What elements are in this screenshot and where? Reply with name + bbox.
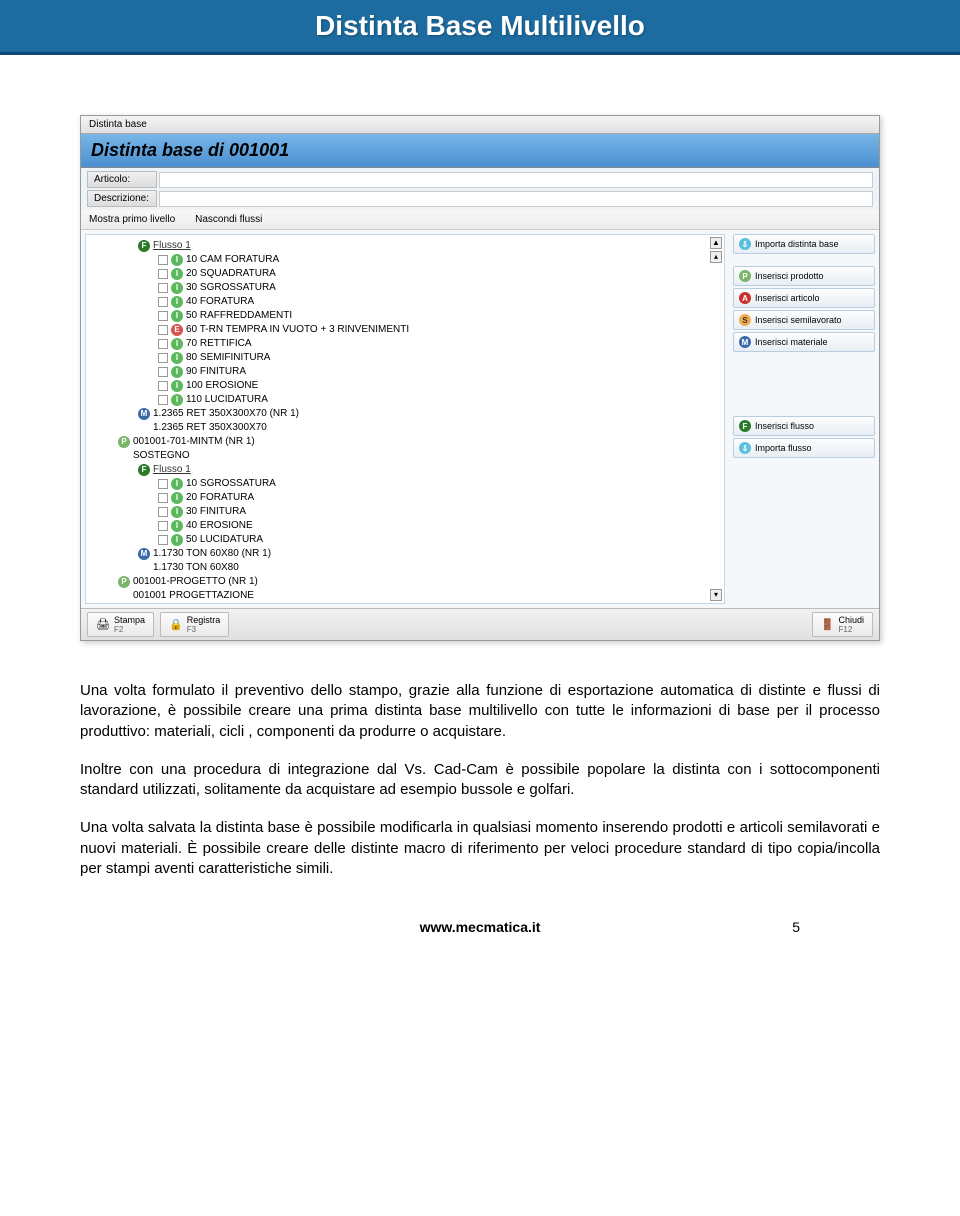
footer-url: www.mecmatica.it	[420, 919, 541, 935]
window-tab[interactable]: Distinta base	[81, 116, 879, 134]
toolbar: Mostra primo livello Nascondi flussi	[81, 210, 879, 230]
window-footer: 🖨StampaF2 🔒RegistraF3 🚪ChiudiF12	[81, 608, 879, 640]
tree-node[interactable]: M1.2365 RET 350X300X70 (NR 1)	[88, 407, 722, 421]
product-icon: P	[739, 270, 751, 282]
close-icon: 🚪	[821, 618, 835, 631]
inserisci-flusso-button[interactable]: FInserisci flusso	[733, 416, 875, 436]
import-icon: ⇩	[739, 238, 751, 250]
tree-node[interactable]: 1.2365 RET 350X300X70	[88, 421, 722, 435]
registra-button[interactable]: 🔒RegistraF3	[160, 612, 229, 637]
articolo-input[interactable]	[159, 172, 873, 188]
tree-node[interactable]: I110 LUCIDATURA	[88, 393, 722, 407]
paragraph-3: Una volta salvata la distinta base è pos…	[80, 818, 880, 879]
tree-node[interactable]: I50 RAFFREDDAMENTI	[88, 309, 722, 323]
paragraph-2: Inoltre con una procedura di integrazion…	[80, 760, 880, 801]
tree-node[interactable]: 1.1730 TON 60X80	[88, 561, 722, 575]
article-icon: A	[739, 292, 751, 304]
importa-flusso-button[interactable]: ⇩Importa flusso	[733, 438, 875, 458]
tree-node-flusso[interactable]: FFlusso 1	[88, 603, 722, 604]
tree-view[interactable]: ▲ ▴ ▾ FFlusso 1 I10 CAM FORATURA I20 SQU…	[85, 234, 725, 604]
flusso-icon: F	[739, 420, 751, 432]
tree-node[interactable]: I50 LUCIDATURA	[88, 533, 722, 547]
tree-node[interactable]: I10 SGROSSATURA	[88, 477, 722, 491]
tree-node[interactable]: P001001-PROGETTO (NR 1)	[88, 575, 722, 589]
lock-icon: 🔒	[169, 618, 183, 631]
inserisci-materiale-button[interactable]: MInserisci materiale	[733, 332, 875, 352]
import-icon: ⇩	[739, 442, 751, 454]
tree-node-flusso[interactable]: FFlusso 1	[88, 239, 722, 253]
tree-node[interactable]: I40 EROSIONE	[88, 519, 722, 533]
tree-node[interactable]: I30 FINITURA	[88, 505, 722, 519]
importa-distinta-button[interactable]: ⇩Importa distinta base	[733, 234, 875, 254]
tree-node[interactable]: I70 RETTIFICA	[88, 337, 722, 351]
chiudi-button[interactable]: 🚪ChiudiF12	[812, 612, 873, 637]
articolo-label: Articolo:	[87, 171, 157, 188]
fields-area: Articolo: Descrizione:	[81, 168, 879, 210]
nascondi-flussi-button[interactable]: Nascondi flussi	[195, 214, 262, 225]
app-window: Distinta base Distinta base di 001001 Ar…	[80, 115, 880, 641]
stampa-button[interactable]: 🖨StampaF2	[87, 612, 154, 637]
mostra-primo-livello-button[interactable]: Mostra primo livello	[89, 214, 175, 225]
page-number: 5	[792, 919, 800, 935]
descrizione-label: Descrizione:	[87, 190, 157, 207]
tree-node[interactable]: E60 T-RN TEMPRA IN VUOTO + 3 RINVENIMENT…	[88, 323, 722, 337]
window-body: ▲ ▴ ▾ FFlusso 1 I10 CAM FORATURA I20 SQU…	[81, 230, 879, 608]
window-title: Distinta base di 001001	[81, 134, 879, 168]
scroll-up-icon[interactable]: ▴	[710, 251, 722, 263]
print-icon: 🖨	[96, 618, 110, 631]
inserisci-articolo-button[interactable]: AInserisci articolo	[733, 288, 875, 308]
scroll-top-icon[interactable]: ▲	[710, 237, 722, 249]
inserisci-prodotto-button[interactable]: PInserisci prodotto	[733, 266, 875, 286]
material-icon: M	[739, 336, 751, 348]
tree-node[interactable]: I40 FORATURA	[88, 295, 722, 309]
page-footer: www.mecmatica.it 5	[80, 919, 880, 935]
inserisci-semilavorato-button[interactable]: SInserisci semilavorato	[733, 310, 875, 330]
tree-node[interactable]: 001001 PROGETTAZIONE	[88, 589, 722, 603]
tree-node[interactable]: I30 SGROSSATURA	[88, 281, 722, 295]
descrizione-input[interactable]	[159, 191, 873, 207]
tree-node[interactable]: M1.1730 TON 60X80 (NR 1)	[88, 547, 722, 561]
tree-node[interactable]: I90 FINITURA	[88, 365, 722, 379]
tree-node[interactable]: I20 SQUADRATURA	[88, 267, 722, 281]
tree-node-flusso[interactable]: FFlusso 1	[88, 463, 722, 477]
tree-node[interactable]: I20 FORATURA	[88, 491, 722, 505]
tree-node[interactable]: I100 EROSIONE	[88, 379, 722, 393]
tree-node[interactable]: SOSTEGNO	[88, 449, 722, 463]
tree-node[interactable]: P001001-701-MINTM (NR 1)	[88, 435, 722, 449]
page-title: Distinta Base Multilivello	[0, 0, 960, 55]
scroll-down-icon[interactable]: ▾	[710, 589, 722, 601]
tree-node[interactable]: I80 SEMIFINITURA	[88, 351, 722, 365]
tree-node[interactable]: I10 CAM FORATURA	[88, 253, 722, 267]
paragraph-1: Una volta formulato il preventivo dello …	[80, 681, 880, 742]
semilavorato-icon: S	[739, 314, 751, 326]
side-panel: ⇩Importa distinta base PInserisci prodot…	[729, 230, 879, 608]
content-area: Distinta base Distinta base di 001001 Ar…	[0, 55, 960, 965]
